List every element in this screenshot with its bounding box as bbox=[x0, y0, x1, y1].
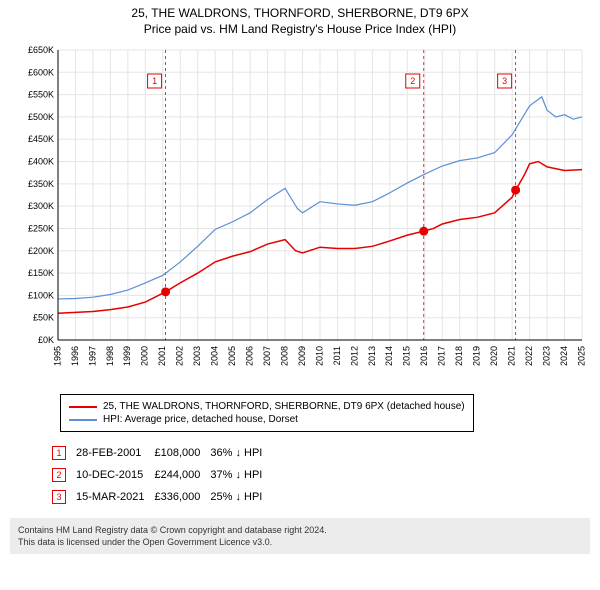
svg-text:2011: 2011 bbox=[332, 346, 342, 365]
svg-text:2004: 2004 bbox=[210, 346, 220, 366]
svg-text:2021: 2021 bbox=[507, 346, 517, 366]
svg-text:2003: 2003 bbox=[192, 346, 202, 366]
event-date: 28-FEB-2001 bbox=[76, 442, 154, 464]
svg-text:3: 3 bbox=[502, 76, 507, 86]
legend-swatch bbox=[69, 406, 97, 408]
event-hpi-delta: 36% ↓ HPI bbox=[210, 442, 272, 464]
svg-text:2012: 2012 bbox=[349, 346, 359, 366]
svg-text:2009: 2009 bbox=[297, 346, 307, 366]
svg-text:2017: 2017 bbox=[437, 346, 447, 366]
legend-row: HPI: Average price, detached house, Dors… bbox=[69, 414, 465, 425]
svg-text:1998: 1998 bbox=[105, 346, 115, 366]
event-hpi-delta: 25% ↓ HPI bbox=[210, 486, 272, 508]
event-price: £108,000 bbox=[154, 442, 210, 464]
svg-text:2016: 2016 bbox=[419, 346, 429, 366]
svg-text:£50K: £50K bbox=[33, 313, 54, 323]
event-marker: 3 bbox=[52, 490, 66, 504]
svg-text:1995: 1995 bbox=[52, 346, 62, 366]
price-chart-svg: £0K £50K £100K £150K £200K £250K £300K £350K £40… bbox=[10, 44, 590, 384]
svg-text:2013: 2013 bbox=[367, 346, 377, 366]
svg-text:£400K: £400K bbox=[28, 157, 54, 167]
event-price: £244,000 bbox=[154, 464, 210, 486]
footer-line1: Contains HM Land Registry data © Crown c… bbox=[18, 524, 582, 536]
event-date: 10-DEC-2015 bbox=[76, 464, 154, 486]
svg-text:2014: 2014 bbox=[384, 346, 394, 366]
svg-text:£500K: £500K bbox=[28, 112, 54, 122]
svg-text:2005: 2005 bbox=[227, 346, 237, 366]
svg-text:£300K: £300K bbox=[28, 201, 54, 211]
svg-text:1: 1 bbox=[152, 76, 157, 86]
svg-text:£600K: £600K bbox=[28, 67, 54, 77]
svg-text:2010: 2010 bbox=[314, 346, 324, 366]
svg-text:2018: 2018 bbox=[454, 346, 464, 366]
event-row: 3 15-MAR-2021£336,00025% ↓ HPI bbox=[52, 486, 272, 508]
svg-text:2019: 2019 bbox=[472, 346, 482, 366]
svg-text:2024: 2024 bbox=[559, 346, 569, 366]
svg-text:£250K: £250K bbox=[28, 223, 54, 233]
chart-title-line1: 25, THE WALDRONS, THORNFORD, SHERBORNE, … bbox=[10, 6, 590, 20]
svg-text:1996: 1996 bbox=[70, 346, 80, 366]
svg-text:£550K: £550K bbox=[28, 90, 54, 100]
svg-text:2020: 2020 bbox=[489, 346, 499, 366]
svg-text:2002: 2002 bbox=[175, 346, 185, 366]
event-price: £336,000 bbox=[154, 486, 210, 508]
svg-text:£200K: £200K bbox=[28, 246, 54, 256]
svg-text:2025: 2025 bbox=[576, 346, 586, 366]
events-table: 1 28-FEB-2001£108,00036% ↓ HPI 2 10-DEC-201… bbox=[52, 442, 272, 508]
chart-area: £0K £50K £100K £150K £200K £250K £300K £350K £40… bbox=[10, 44, 590, 384]
legend-swatch bbox=[69, 419, 97, 421]
svg-text:2007: 2007 bbox=[262, 346, 272, 366]
svg-text:2022: 2022 bbox=[524, 346, 534, 366]
svg-text:2006: 2006 bbox=[245, 346, 255, 366]
svg-text:£0K: £0K bbox=[38, 335, 54, 345]
legend-label: 25, THE WALDRONS, THORNFORD, SHERBORNE, … bbox=[103, 401, 465, 412]
svg-text:2023: 2023 bbox=[541, 346, 551, 366]
event-row: 2 10-DEC-2015£244,00037% ↓ HPI bbox=[52, 464, 272, 486]
svg-text:2000: 2000 bbox=[140, 346, 150, 366]
event-marker: 1 bbox=[52, 446, 66, 460]
svg-text:2: 2 bbox=[410, 76, 415, 86]
svg-text:2001: 2001 bbox=[157, 346, 167, 366]
event-marker: 2 bbox=[52, 468, 66, 482]
svg-text:£100K: £100K bbox=[28, 290, 54, 300]
event-date: 15-MAR-2021 bbox=[76, 486, 154, 508]
legend-row: 25, THE WALDRONS, THORNFORD, SHERBORNE, … bbox=[69, 401, 465, 412]
legend: 25, THE WALDRONS, THORNFORD, SHERBORNE, … bbox=[60, 394, 474, 432]
svg-text:£450K: £450K bbox=[28, 134, 54, 144]
svg-text:2015: 2015 bbox=[402, 346, 412, 366]
svg-text:1997: 1997 bbox=[87, 346, 97, 366]
svg-text:2008: 2008 bbox=[279, 346, 289, 366]
svg-text:1999: 1999 bbox=[122, 346, 132, 366]
footer-line2: This data is licensed under the Open Gov… bbox=[18, 536, 582, 548]
svg-text:£650K: £650K bbox=[28, 45, 54, 55]
chart-title-line2: Price paid vs. HM Land Registry's House … bbox=[10, 22, 590, 36]
svg-text:£350K: £350K bbox=[28, 179, 54, 189]
event-row: 1 28-FEB-2001£108,00036% ↓ HPI bbox=[52, 442, 272, 464]
legend-label: HPI: Average price, detached house, Dors… bbox=[103, 414, 298, 425]
svg-text:£150K: £150K bbox=[28, 268, 54, 278]
attribution-footer: Contains HM Land Registry data © Crown c… bbox=[10, 518, 590, 554]
event-hpi-delta: 37% ↓ HPI bbox=[210, 464, 272, 486]
